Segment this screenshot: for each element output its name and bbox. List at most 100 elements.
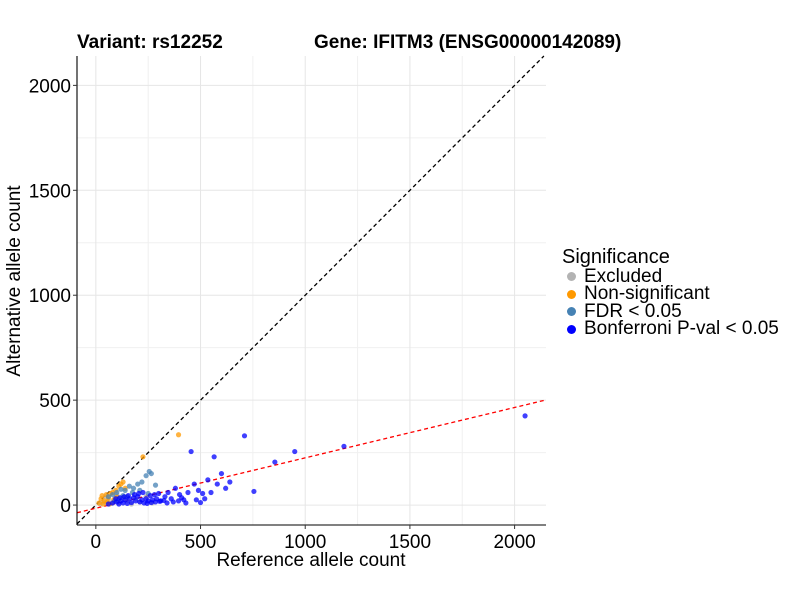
data-point-bonferroni-p-val-0-05 (124, 500, 130, 506)
data-point-bonferroni-p-val-0-05 (522, 413, 528, 419)
data-point-fdr-0-05 (148, 470, 154, 477)
gene-title: Gene: IFITM3 (ENSG00000142089) (314, 32, 622, 53)
data-point-bonferroni-p-val-0-05 (113, 496, 119, 502)
data-point-fdr-0-05 (130, 485, 137, 491)
data-point-fdr-0-05 (118, 486, 124, 492)
data-point-bonferroni-p-val-0-05 (165, 489, 171, 496)
data-point-bonferroni-p-val-0-05 (152, 499, 159, 505)
data-point-bonferroni-p-val-0-05 (144, 500, 150, 506)
data-point-bonferroni-p-val-0-05 (117, 495, 123, 501)
data-point-non-significant (120, 479, 126, 485)
data-point-bonferroni-p-val-0-05 (195, 487, 202, 493)
legend-label: Bonferroni P-val < 0.05 (584, 318, 779, 340)
data-point-fdr-0-05 (109, 491, 116, 498)
data-point-bonferroni-p-val-0-05 (191, 481, 197, 487)
legend-swatch-fdr (567, 307, 576, 317)
legend-item-non-significant: Non-significant (562, 283, 779, 305)
data-point-bonferroni-p-val-0-05 (183, 500, 189, 506)
variant-title: Variant: rs12252 (77, 32, 223, 53)
data-points (96, 413, 528, 507)
y-axis-label: Alternative allele count (4, 185, 25, 377)
x-tick-label: 0 (91, 532, 102, 553)
data-point-bonferroni-p-val-0-05 (121, 494, 127, 500)
data-point-bonferroni-p-val-0-05 (125, 493, 131, 499)
data-point-non-significant (175, 432, 182, 438)
data-point-bonferroni-p-val-0-05 (214, 481, 220, 487)
y-tick-label: 500 (39, 391, 71, 412)
data-point-bonferroni-p-val-0-05 (272, 459, 278, 465)
data-point-bonferroni-p-val-0-05 (211, 454, 217, 460)
data-point-bonferroni-p-val-0-05 (156, 490, 162, 497)
y-tick-label: 1000 (29, 286, 71, 307)
data-point-bonferroni-p-val-0-05 (109, 500, 116, 506)
legend-swatch-bonferroni (567, 324, 576, 334)
y-tick-label: 1500 (29, 181, 71, 202)
data-point-bonferroni-p-val-0-05 (208, 489, 214, 496)
axes (76, 56, 546, 526)
data-point-non-significant (140, 454, 146, 460)
data-point-bonferroni-p-val-0-05 (241, 433, 248, 439)
x-axis-label: Reference allele count (216, 550, 406, 571)
legend-label: Non-significant (584, 283, 710, 305)
legend-label: Excluded (584, 265, 663, 287)
data-point-bonferroni-p-val-0-05 (185, 489, 191, 496)
legend-label: FDR < 0.05 (584, 300, 682, 322)
tick-marks (73, 84, 516, 529)
identity-reference-line (76, 55, 545, 525)
data-point-fdr-0-05 (122, 487, 128, 493)
data-point-bonferroni-p-val-0-05 (200, 490, 206, 497)
data-point-bonferroni-p-val-0-05 (131, 491, 138, 498)
data-point-bonferroni-p-val-0-05 (251, 488, 257, 495)
data-point-bonferroni-p-val-0-05 (148, 499, 154, 506)
legend-swatch-non-significant (567, 289, 576, 299)
data-point-fdr-0-05 (139, 479, 145, 485)
data-point-bonferroni-p-val-0-05 (202, 496, 208, 502)
data-point-bonferroni-p-val-0-05 (164, 500, 170, 506)
data-point-bonferroni-p-val-0-05 (136, 490, 142, 497)
data-point-fdr-0-05 (126, 483, 132, 489)
reference-lines (76, 55, 547, 525)
data-point-bonferroni-p-val-0-05 (105, 501, 112, 507)
data-point-bonferroni-p-val-0-05 (151, 491, 158, 498)
legend-title: Significance (562, 246, 670, 268)
data-point-bonferroni-p-val-0-05 (188, 448, 194, 455)
data-point-bonferroni-p-val-0-05 (172, 485, 179, 491)
x-tick-label: 500 (185, 532, 217, 553)
data-point-non-significant (99, 493, 105, 499)
y-tick-label: 0 (60, 496, 71, 517)
x-tick-label: 1000 (284, 532, 326, 553)
data-point-bonferroni-p-val-0-05 (170, 499, 176, 505)
data-point-bonferroni-p-val-0-05 (147, 493, 153, 499)
x-tick-label: 2000 (493, 532, 535, 553)
data-point-bonferroni-p-val-0-05 (218, 470, 225, 477)
data-point-bonferroni-p-val-0-05 (197, 499, 204, 506)
data-point-fdr-0-05 (152, 482, 159, 488)
data-point-fdr-0-05 (114, 489, 120, 496)
data-point-bonferroni-p-val-0-05 (179, 495, 185, 501)
data-point-bonferroni-p-val-0-05 (175, 498, 182, 504)
data-point-bonferroni-p-val-0-05 (341, 443, 347, 449)
x-tick-label: 1500 (389, 532, 431, 553)
y-tick-label: 2000 (29, 76, 71, 97)
data-point-bonferroni-p-val-0-05 (133, 498, 139, 504)
data-point-fdr-0-05 (135, 481, 141, 487)
data-point-bonferroni-p-val-0-05 (227, 479, 233, 485)
legend-item-excluded: Excluded (562, 265, 779, 287)
data-point-bonferroni-p-val-0-05 (205, 477, 211, 483)
legend-swatch-excluded (567, 272, 576, 282)
legend: Significance Excluded Non-significant FD… (562, 246, 779, 340)
data-point-non-significant (96, 500, 102, 506)
minor-grid (77, 56, 546, 525)
data-point-bonferroni-p-val-0-05 (193, 497, 199, 503)
data-point-non-significant (100, 501, 106, 507)
legend-item-bonferroni: Bonferroni P-val < 0.05 (562, 318, 779, 340)
data-point-bonferroni-p-val-0-05 (128, 499, 135, 506)
data-point-bonferroni-p-val-0-05 (223, 485, 229, 491)
data-point-bonferroni-p-val-0-05 (292, 448, 298, 455)
data-point-bonferroni-p-val-0-05 (140, 489, 146, 496)
major-grid (77, 56, 546, 525)
data-point-fdr-0-05 (105, 494, 112, 500)
data-point-fdr-0-05 (143, 473, 149, 479)
legend-item-fdr: FDR < 0.05 (562, 300, 779, 322)
data-point-bonferroni-p-val-0-05 (157, 498, 163, 504)
